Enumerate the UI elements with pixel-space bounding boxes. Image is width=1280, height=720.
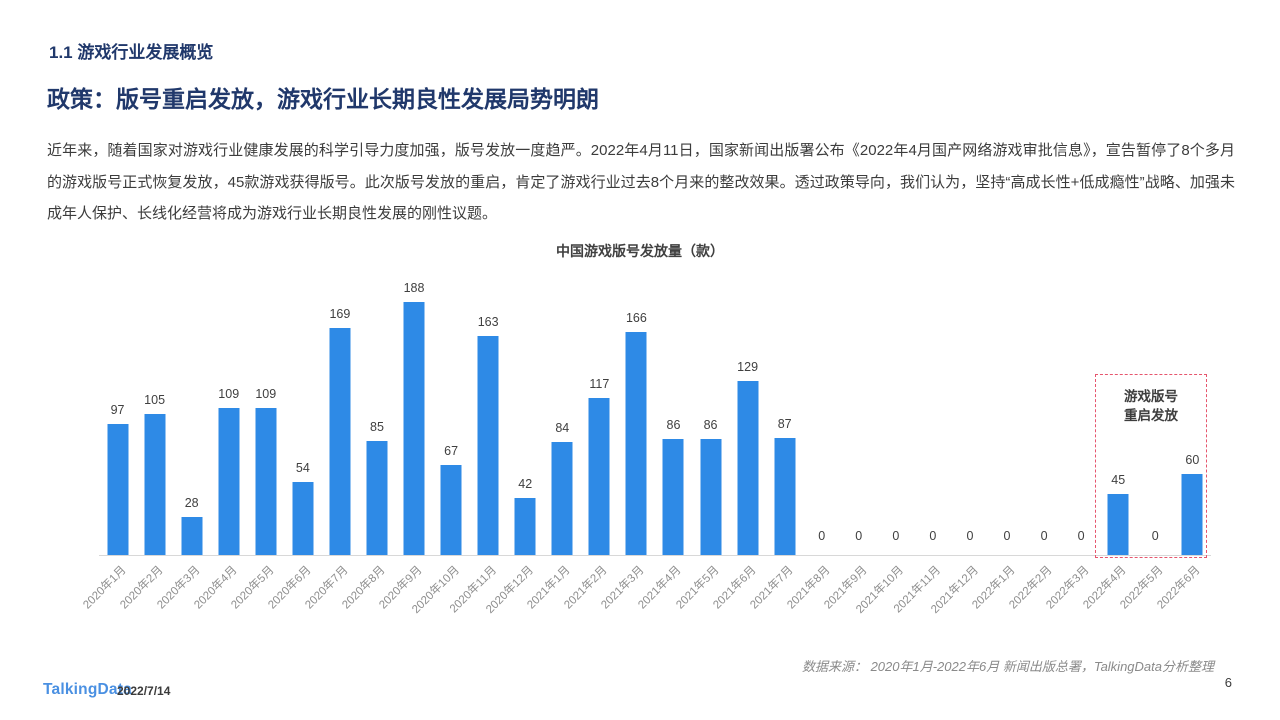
chart-column: 0 2022年2月 <box>1007 270 1063 611</box>
bar-2021年4月 <box>662 439 684 555</box>
bar-value-label: 109 <box>255 387 277 401</box>
chart-column: 0 2021年8月 <box>785 270 840 611</box>
chart-column: 54 2020年6月 <box>266 270 321 611</box>
talkingdata-logo: TalkingData <box>43 681 132 698</box>
chart-column: 163 2020年11月 <box>447 270 507 615</box>
bar-value-label: 0 <box>1151 529 1159 543</box>
bar-value-label: 67 <box>444 444 459 458</box>
bar-value-label: 0 <box>855 529 863 543</box>
bar-value-label: 42 <box>518 477 533 491</box>
chart-column: 105 2020年2月 <box>118 270 173 611</box>
bar-value-label: 0 <box>966 529 974 543</box>
bar-value-label: 188 <box>403 281 425 295</box>
bar-value-label: 60 <box>1185 453 1200 467</box>
chart-column: 86 2021年5月 <box>674 270 729 611</box>
annotation-line-2: 重启发放 <box>1124 408 1178 423</box>
section-label: 1.1 游戏行业发展概览 <box>49 43 214 62</box>
bar-value-label: 0 <box>929 529 937 543</box>
bar-value-label: 105 <box>144 393 166 407</box>
bar-value-label: 0 <box>1003 529 1011 543</box>
bar-2020年1月 <box>107 424 129 555</box>
chart-column: 28 2020年3月 <box>155 270 210 611</box>
bar-value-label: 28 <box>184 496 199 510</box>
bar-value-label: 129 <box>737 360 759 374</box>
chart-column: 0 2022年5月 <box>1119 270 1174 611</box>
chart-column: 67 2020年10月 <box>410 270 470 616</box>
bar-2020年8月 <box>366 441 388 555</box>
source-note: 数据来源： 2020年1月-2022年6月 新闻出版总署，TalkingData… <box>801 659 1214 674</box>
bar-2022年4月 <box>1107 494 1129 555</box>
bar-2021年6月 <box>737 381 759 555</box>
bar-value-label: 54 <box>295 461 310 475</box>
bar-value-label: 86 <box>666 418 681 432</box>
bar-value-label: 0 <box>1077 529 1085 543</box>
chart-column: 117 2021年2月 <box>563 270 618 611</box>
body-paragraph: 近年来，随着国家对游戏行业健康发展的科学引导力度加强，版号发放一度趋严。2022… <box>47 142 1235 222</box>
bar-2020年11月 <box>477 336 499 555</box>
bar-2020年7月 <box>329 328 351 555</box>
bar-2021年7月 <box>774 438 796 555</box>
bar-value-label: 84 <box>555 421 570 435</box>
chart-column: 45 2022年4月 <box>1081 270 1137 611</box>
bar-value-label: 163 <box>477 315 499 329</box>
bar-value-label: 117 <box>589 377 610 391</box>
bar-2020年3月 <box>181 517 203 555</box>
bar-2020年2月 <box>144 414 166 555</box>
bar-2020年4月 <box>218 408 240 555</box>
bar-2020年5月 <box>255 408 277 555</box>
bar-value-label: 45 <box>1111 473 1126 487</box>
chart-column: 188 2020年9月 <box>377 270 433 611</box>
chart-column: 109 2020年4月 <box>192 270 247 611</box>
chart-column: 0 2021年9月 <box>822 270 877 611</box>
annotation-line-1: 游戏版号 <box>1124 389 1178 404</box>
chart-column: 129 2021年6月 <box>711 270 766 611</box>
chart-column: 0 2021年10月 <box>855 270 914 616</box>
chart-column: 0 2022年1月 <box>970 270 1026 611</box>
chart-column: 85 2020年8月 <box>340 270 395 611</box>
bar-2020年9月 <box>403 302 425 555</box>
bar-value-label: 86 <box>703 418 718 432</box>
bar-value-label: 169 <box>329 307 351 321</box>
bar-value-label: 0 <box>818 529 826 543</box>
chart-column: 86 2021年4月 <box>637 270 692 611</box>
bar-value-label: 0 <box>1040 529 1048 543</box>
chart-column: 87 2021年7月 <box>748 270 803 611</box>
bar-chart: 97 2020年1月 105 2020年2月 28 2020年3月 109 2020年4月 10… <box>81 270 1211 616</box>
bar-value-label: 109 <box>218 387 240 401</box>
annotation-box: 游戏版号 重启发放 <box>1095 374 1207 558</box>
bar-2022年6月 <box>1181 474 1203 555</box>
chart-column: 42 2020年12月 <box>484 270 544 616</box>
bar-2021年1月 <box>551 442 573 555</box>
chart-column: 109 2020年5月 <box>229 270 284 611</box>
bar-value-label: 85 <box>370 420 384 434</box>
bar-2021年5月 <box>700 439 722 555</box>
page-title: 政策：版号重启发放，游戏行业长期良性发展局势明朗 <box>47 86 599 112</box>
bar-2021年3月 <box>625 332 647 555</box>
page-number: 6 <box>1224 675 1232 690</box>
bar-value-label: 87 <box>777 417 792 431</box>
chart-column: 97 2020年1月 <box>81 270 136 611</box>
chart-title: 中国游戏版号发放量（款） <box>556 243 724 259</box>
chart-column: 169 2020年7月 <box>303 270 358 611</box>
chart-column: 0 2021年12月 <box>929 270 988 616</box>
bar-2020年12月 <box>514 498 536 555</box>
chart-column: 60 2022年6月 <box>1156 270 1211 611</box>
bar-value-label: 166 <box>625 311 647 325</box>
bar-2020年6月 <box>292 482 314 555</box>
chart-column: 84 2021年1月 <box>526 270 581 611</box>
bar-series: 97 2020年1月 105 2020年2月 28 2020年3月 109 2020年4月 10… <box>81 270 1211 616</box>
bar-value-label: 97 <box>110 403 125 417</box>
bar-2020年10月 <box>440 465 462 555</box>
annotation-label: 游戏版号 重启发放 <box>1096 387 1206 425</box>
chart-column: 0 2021年11月 <box>892 270 951 615</box>
chart-column: 166 2021年3月 <box>600 270 655 611</box>
bar-2021年2月 <box>588 398 610 555</box>
footer-date: 2022/7/14 <box>117 684 171 698</box>
bar-value-label: 0 <box>892 529 900 543</box>
chart-column: 0 2022年3月 <box>1044 270 1100 611</box>
